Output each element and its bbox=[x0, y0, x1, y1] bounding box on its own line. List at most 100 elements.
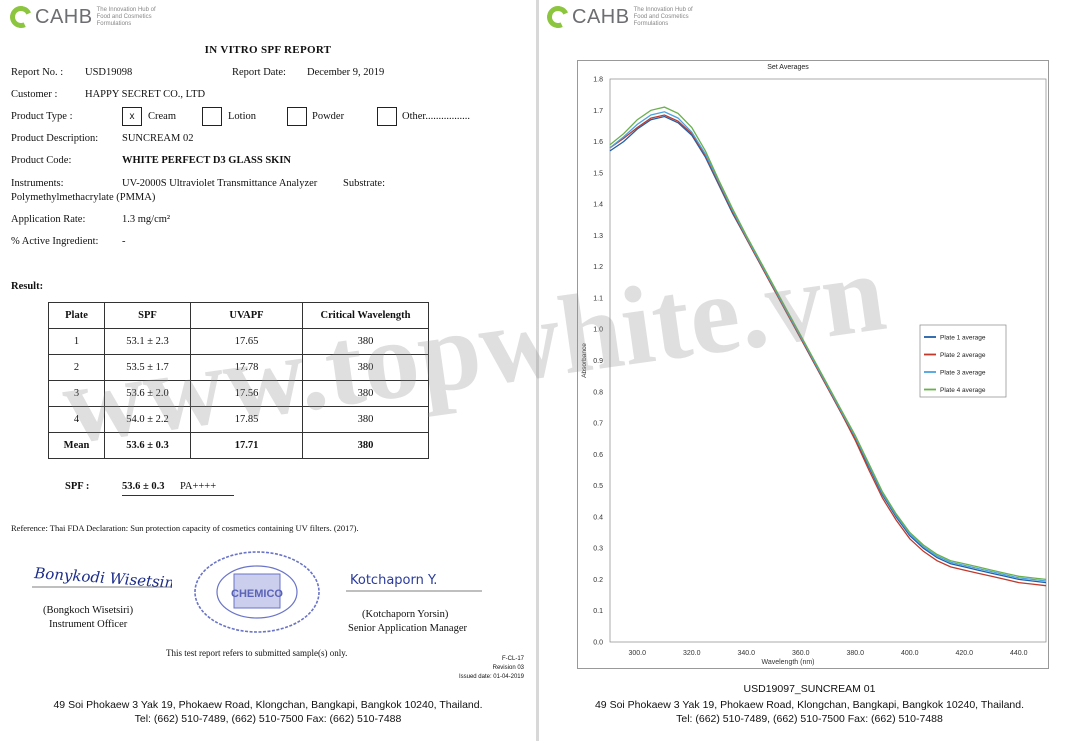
logo-text: CAHB bbox=[572, 5, 630, 28]
signature-kotchaporn: Kotchaporn Y. bbox=[346, 573, 482, 592]
y-tick-label: 1.5 bbox=[593, 170, 603, 177]
product-code: WHITE PERFECT D3 GLASS SKIN bbox=[122, 155, 292, 166]
cell-spf: 53.5 ± 1.7 bbox=[104, 354, 191, 381]
legend-label-plate-4: Plate 4 average bbox=[940, 387, 986, 394]
report-date: December 9, 2019 bbox=[307, 67, 385, 78]
chart-title: Set Averages bbox=[767, 64, 809, 71]
report-date-label: Report Date: bbox=[232, 67, 286, 78]
y-tick-label: 0.5 bbox=[593, 483, 603, 490]
y-tick-label: 0.7 bbox=[593, 421, 603, 428]
product-type-powder-label: Powder bbox=[312, 111, 345, 122]
signature-bongkoch: Bonykodi Wisetsin bbox=[32, 564, 172, 592]
issued-date: Issued date: 01-04-2019 bbox=[458, 674, 524, 680]
absorbance-chart: Set Averages 0.0 0.1 0.2 0.3 0.4 0.5 0.6 0.7 0.8 0… bbox=[581, 64, 1047, 666]
report-no: USD19098 bbox=[85, 67, 133, 78]
table-mean-row: Mean 53.6 ± 0.3 17.71 380 bbox=[48, 432, 429, 459]
cahb-logo: CAHB The Innovation Hub of Food and Cosm… bbox=[543, 2, 694, 32]
cell-plate: 2 bbox=[48, 354, 105, 381]
table-row: 3 53.6 ± 2.0 17.56 380 bbox=[48, 380, 429, 407]
series-line-plate-4 bbox=[609, 106, 1047, 581]
product-type-lotion-checkbox bbox=[202, 107, 222, 126]
substrate-label: Substrate: bbox=[343, 178, 385, 189]
legend-label-plate-3: Plate 3 average bbox=[940, 370, 986, 377]
cell-spf: 53.6 ± 2.0 bbox=[104, 380, 191, 407]
header-critical-wavelength: Critical Wavelength bbox=[302, 302, 429, 329]
chart-page: CAHB The Innovation Hub of Food and Cosm… bbox=[539, 0, 1080, 741]
series-line-plate-3 bbox=[609, 111, 1047, 582]
report-no-label: Report No. : bbox=[11, 67, 64, 78]
footer-phone: Tel: (662) 510-7489, (662) 510-7500 Fax:… bbox=[676, 713, 943, 725]
customer-label: Customer : bbox=[11, 89, 58, 100]
signer2-name: (Kotchaporn Yorsin) bbox=[362, 609, 449, 620]
table-row: 4 54.0 ± 2.2 17.85 380 bbox=[48, 406, 429, 433]
result-label: Result: bbox=[11, 281, 44, 292]
pa-rating: PA++++ bbox=[180, 481, 217, 492]
cell-uvapf: 17.65 bbox=[190, 328, 303, 355]
cell-mean-critical-wavelength: 380 bbox=[302, 432, 429, 459]
active-ingredient-label: % Active Ingredient: bbox=[11, 236, 99, 247]
x-tick-label: 320.0 bbox=[683, 650, 701, 657]
cahb-logo: CAHB The Innovation Hub of Food and Cosm… bbox=[6, 2, 157, 32]
cell-critical-wavelength: 380 bbox=[302, 328, 429, 355]
report-page: CAHB The Innovation Hub of Food and Cosm… bbox=[0, 0, 536, 741]
cell-critical-wavelength: 380 bbox=[302, 354, 429, 381]
logo-tagline: The Innovation Hub of Food and Cosmetics… bbox=[633, 6, 693, 27]
product-type-cream-checkbox: x bbox=[122, 107, 142, 126]
y-tick-label: 0.4 bbox=[593, 514, 603, 521]
y-tick-label: 0.0 bbox=[593, 640, 603, 647]
cell-uvapf: 17.56 bbox=[190, 380, 303, 407]
y-axis-label: Absorbance bbox=[581, 343, 588, 378]
x-tick-label: 380.0 bbox=[846, 650, 864, 657]
application-rate-label: Application Rate: bbox=[11, 214, 86, 225]
y-tick-label: 0.1 bbox=[593, 608, 603, 615]
logo-text: CAHB bbox=[35, 5, 93, 28]
product-type-other-label: Other................. bbox=[402, 111, 470, 122]
header-spf: SPF bbox=[104, 302, 191, 329]
cell-uvapf: 17.85 bbox=[190, 406, 303, 433]
y-tick-label: 1.2 bbox=[593, 264, 603, 271]
y-tick-label: 1.3 bbox=[593, 233, 603, 240]
cell-spf: 54.0 ± 2.2 bbox=[104, 406, 191, 433]
footer-address: 49 Soi Phokaew 3 Yak 19, Phokaew Road, K… bbox=[594, 699, 1025, 711]
active-ingredient: - bbox=[122, 236, 126, 247]
cell-spf: 53.1 ± 2.3 bbox=[104, 328, 191, 355]
cell-mean-label: Mean bbox=[48, 432, 105, 459]
y-tick-label: 1.0 bbox=[593, 327, 603, 334]
product-type-other-checkbox bbox=[377, 107, 397, 126]
y-tick-label: 0.2 bbox=[593, 577, 603, 584]
plot-area bbox=[609, 78, 1047, 643]
x-tick-label: 440.0 bbox=[1010, 650, 1028, 657]
y-tick-label: 1.8 bbox=[593, 77, 603, 84]
y-tick-label: 1.4 bbox=[593, 202, 603, 209]
product-type-cream-label: Cream bbox=[148, 111, 176, 122]
stamp-text: CHEMICO bbox=[231, 588, 283, 600]
reference-text: Reference: Thai FDA Declaration: Sun pro… bbox=[11, 523, 359, 533]
header-uvapf: UVAPF bbox=[190, 302, 303, 329]
legend-label-plate-2: Plate 2 average bbox=[940, 352, 986, 359]
x-axis-label: Wavelength (nm) bbox=[761, 659, 814, 666]
form-code: F-CL-17 bbox=[501, 656, 524, 662]
instruments: UV-2000S Ultraviolet Transmittance Analy… bbox=[122, 178, 318, 189]
table-row: 1 53.1 ± 2.3 17.65 380 bbox=[48, 328, 429, 355]
spf-underline bbox=[122, 495, 234, 496]
application-rate: 1.3 mg/cm² bbox=[122, 214, 171, 225]
x-tick-label: 300.0 bbox=[628, 650, 646, 657]
cell-critical-wavelength: 380 bbox=[302, 380, 429, 407]
cell-mean-spf: 53.6 ± 0.3 bbox=[104, 432, 191, 459]
y-tick-label: 0.6 bbox=[593, 452, 603, 459]
product-code-label: Product Code: bbox=[11, 155, 72, 166]
product-type-lotion-label: Lotion bbox=[228, 111, 256, 122]
form-info: F-CL-17 Revision 03 Issued date: 01-04-2… bbox=[459, 655, 524, 682]
series-line-plate-2 bbox=[609, 114, 1047, 587]
cell-mean-uvapf: 17.71 bbox=[190, 432, 303, 459]
chart-caption: USD19097_SUNCREAM 01 bbox=[743, 683, 876, 695]
signer2-title: Senior Application Manager bbox=[348, 623, 467, 634]
cahb-logo-icon bbox=[6, 2, 36, 32]
y-tick-label: 1.6 bbox=[593, 139, 603, 146]
logo-tagline: The Innovation Hub of Food and Cosmetics… bbox=[96, 6, 156, 27]
y-tick-label: 1.1 bbox=[593, 295, 603, 302]
x-tick-label: 420.0 bbox=[955, 650, 973, 657]
cell-critical-wavelength: 380 bbox=[302, 406, 429, 433]
cahb-logo-icon bbox=[543, 2, 573, 32]
signer1-name: (Bongkoch Wisetsiri) bbox=[43, 605, 134, 616]
